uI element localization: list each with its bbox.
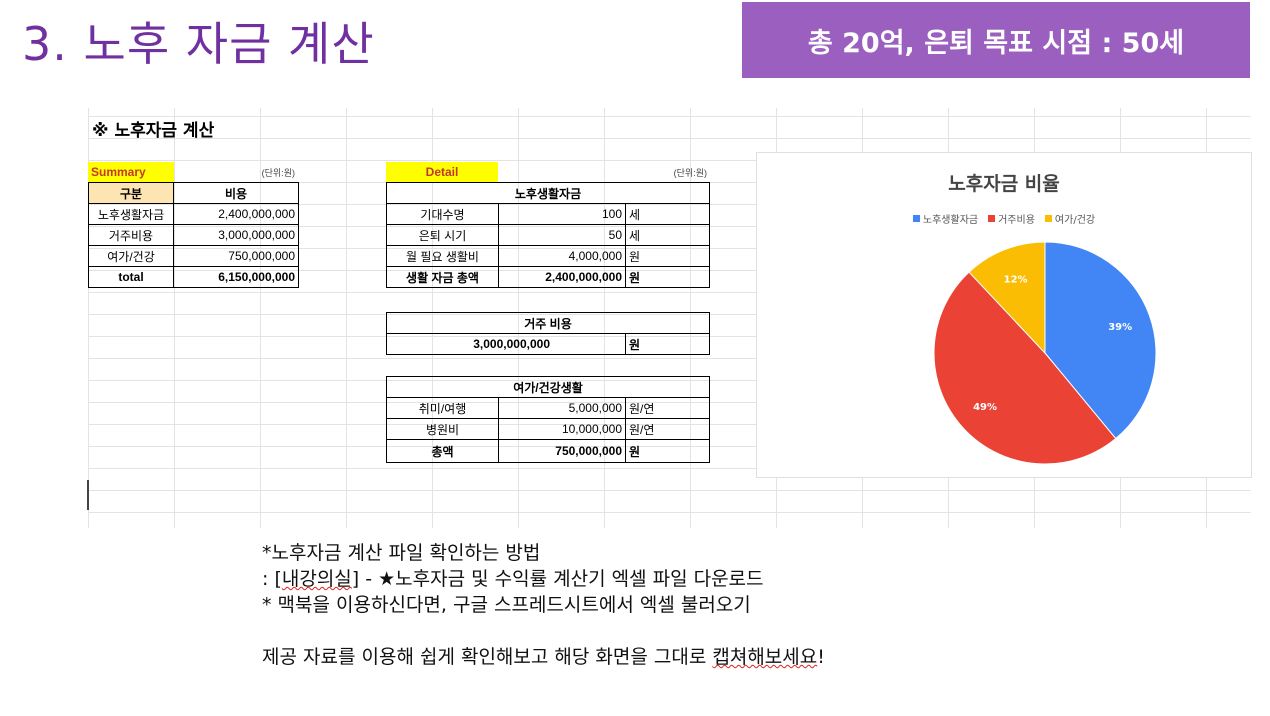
summary-row-label: 거주비용 bbox=[88, 224, 174, 246]
living-total-value: 2,400,000,000 bbox=[498, 266, 626, 288]
living-header: 노후생활자금 bbox=[386, 182, 710, 204]
summary-label: Summary bbox=[88, 162, 174, 182]
legend-swatch bbox=[988, 215, 996, 222]
pie-slice-여가/건강 bbox=[968, 241, 1046, 355]
note-line-1: *노후자금 계산 파일 확인하는 방법 bbox=[262, 542, 541, 564]
lecture-room-link[interactable]: 내강의실 bbox=[281, 568, 352, 590]
chart-legend: 노후생활자금 거주비용 여가/건강 bbox=[757, 211, 1251, 226]
summary-unit-note: (단위:원) bbox=[261, 167, 295, 178]
housing-header: 거주 비용 bbox=[386, 312, 710, 334]
living-row-unit: 세 bbox=[625, 203, 710, 225]
summary-row-label: 여가/건강 bbox=[88, 245, 174, 267]
living-total-label: 생활 자금 총액 bbox=[386, 266, 499, 288]
chart-title: 노후자금 비율 bbox=[948, 173, 1060, 195]
pie-slice-label: 12% bbox=[1004, 275, 1028, 286]
leisure-header: 여가/건강생활 bbox=[386, 376, 710, 398]
summary-row-value: 3,000,000,000 bbox=[173, 224, 299, 246]
leisure-total-label: 총액 bbox=[386, 439, 499, 463]
living-total-unit: 원 bbox=[625, 266, 710, 288]
leisure-row-label: 병원비 bbox=[386, 418, 499, 440]
sheet-edge-divider bbox=[87, 480, 89, 510]
summary-total-label: total bbox=[88, 266, 174, 288]
detail-unit-note: (단위:원) bbox=[673, 167, 707, 178]
note-line-2-suffix: ] - ★노후자금 및 수익률 계산기 엑셀 파일 다운로드 bbox=[351, 568, 764, 590]
note-line-2: : [내강의실] - ★노후자금 및 수익률 계산기 엑셀 파일 다운로드 bbox=[262, 566, 825, 592]
instruction-notes: *노후자금 계산 파일 확인하는 방법 : [내강의실] - ★노후자금 및 수… bbox=[262, 540, 825, 670]
pie-slice-label: 49% bbox=[973, 402, 997, 413]
living-row-label: 기대수명 bbox=[386, 203, 499, 225]
goal-banner: 총 20억, 은퇴 목표 시점 : 50세 bbox=[742, 2, 1250, 78]
living-row-value: 50 bbox=[498, 224, 626, 246]
pie-slice-노후생활자금 bbox=[1044, 241, 1157, 440]
pie-slice-거주비용 bbox=[933, 271, 1117, 465]
legend-label: 거주비용 bbox=[998, 215, 1035, 226]
housing-value: 3,000,000,000 bbox=[386, 333, 626, 355]
living-row-value: 100 bbox=[498, 203, 626, 225]
note-line-2-prefix: : [ bbox=[262, 568, 282, 590]
legend-item: 거주비용 bbox=[988, 211, 1035, 226]
note-line-4-capture: 캡쳐해보세요 bbox=[712, 646, 818, 668]
living-row-label: 월 필요 생활비 bbox=[386, 245, 499, 267]
summary-row-label: 노후생활자금 bbox=[88, 203, 174, 225]
housing-unit: 원 bbox=[625, 333, 710, 355]
legend-swatch bbox=[1044, 215, 1052, 222]
leisure-row-label: 취미/여행 bbox=[386, 397, 499, 419]
living-row-unit: 세 bbox=[625, 224, 710, 246]
sheet-title: ※ 노후자금 계산 bbox=[92, 121, 215, 141]
living-row-unit: 원 bbox=[625, 245, 710, 267]
note-line-3: * 맥북을 이용하신다면, 구글 스프레드시트에서 엑셀 불러오기 bbox=[262, 594, 751, 616]
detail-label: Detail bbox=[386, 162, 498, 182]
living-row-value: 4,000,000 bbox=[498, 245, 626, 267]
summary-row-value: 750,000,000 bbox=[173, 245, 299, 267]
leisure-row-value: 10,000,000 bbox=[498, 418, 626, 440]
note-line-4: 제공 자료를 이용해 쉽게 확인해보고 해당 화면을 그대로 캡쳐해보세요! bbox=[262, 644, 825, 670]
legend-label: 여가/건강 bbox=[1054, 215, 1096, 226]
leisure-row-unit: 원/연 bbox=[625, 418, 710, 440]
legend-swatch bbox=[912, 215, 920, 222]
pie-svg: 39% 49% 12% bbox=[933, 241, 1157, 465]
note-spacer bbox=[262, 618, 825, 644]
leisure-row-unit: 원/연 bbox=[625, 397, 710, 419]
legend-item: 여가/건강 bbox=[1044, 211, 1096, 226]
summary-header-category: 구분 bbox=[88, 182, 174, 204]
note-line-4-prefix: 제공 자료를 이용해 쉽게 확인해보고 해당 화면을 그대로 bbox=[262, 646, 713, 668]
pie-slice-label: 39% bbox=[1108, 322, 1132, 333]
leisure-row-value: 5,000,000 bbox=[498, 397, 626, 419]
slide-title: 3. 노후 자금 계산 bbox=[22, 17, 375, 71]
pie-chart: 노후자금 비율 노후생활자금 거주비용 여가/건강 39% 49% 12% bbox=[756, 152, 1252, 478]
living-row-label: 은퇴 시기 bbox=[386, 224, 499, 246]
summary-total-value: 6,150,000,000 bbox=[173, 266, 299, 288]
note-line-4-suffix: ! bbox=[817, 646, 825, 668]
leisure-total-unit: 원 bbox=[625, 439, 710, 463]
legend-item: 노후생활자금 bbox=[912, 211, 979, 226]
summary-header-cost: 비용 bbox=[173, 182, 299, 204]
leisure-total-value: 750,000,000 bbox=[498, 439, 626, 463]
legend-label: 노후생활자금 bbox=[922, 215, 979, 226]
summary-row-value: 2,400,000,000 bbox=[173, 203, 299, 225]
